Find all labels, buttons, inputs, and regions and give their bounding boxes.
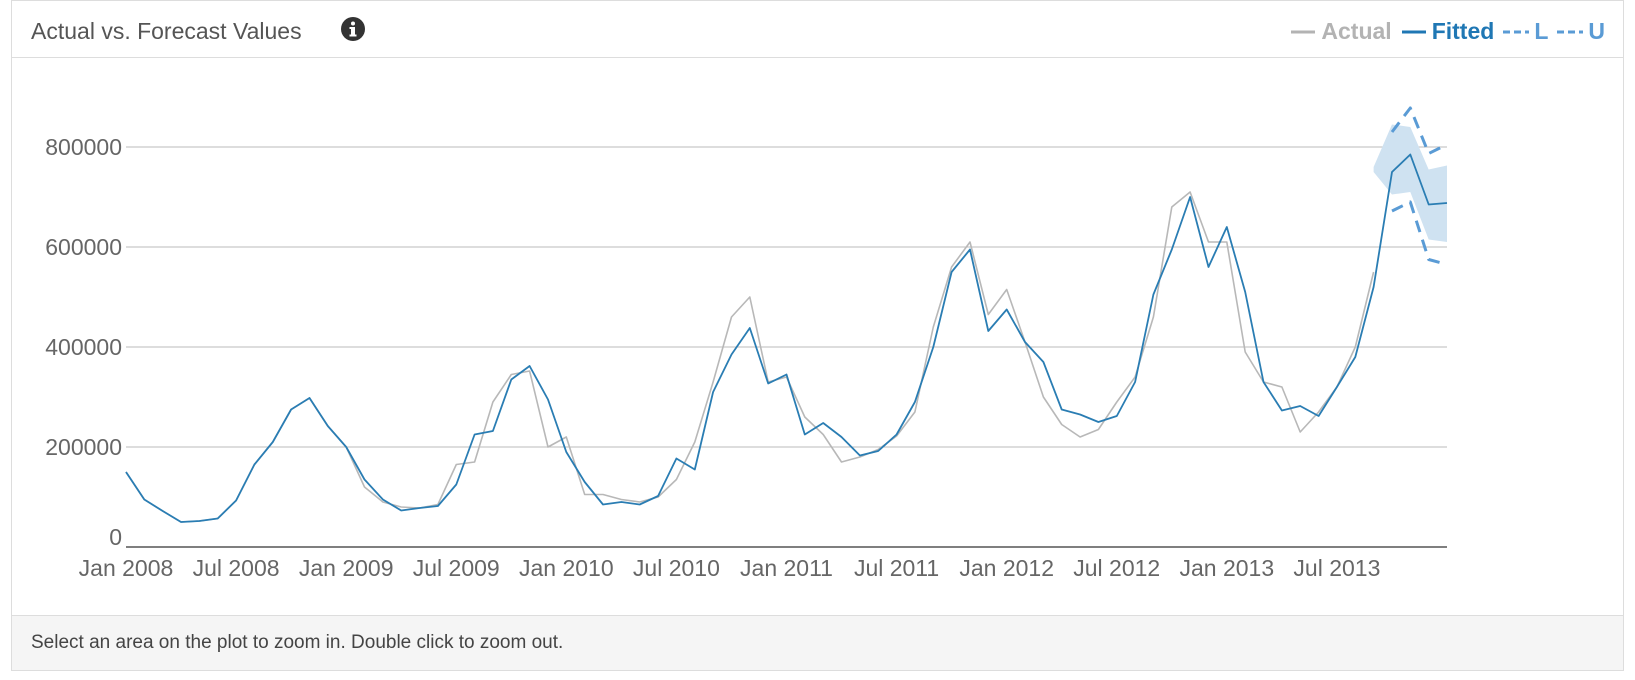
x-tick-label: Jul 2010 bbox=[633, 555, 720, 581]
legend-item-actual[interactable]: Actual bbox=[1289, 18, 1392, 45]
forecast-chart[interactable]: 0 200000 400000 600000 800000 Jan 2008 Jul 200… bbox=[12, 1, 1623, 613]
panel-footer: Select an area on the plot to zoom in. D… bbox=[12, 615, 1623, 670]
x-tick-label: Jan 2008 bbox=[79, 555, 174, 581]
x-tick-label: Jul 2009 bbox=[413, 555, 500, 581]
legend-label-l: L bbox=[1534, 18, 1549, 44]
x-tick-label: Jan 2010 bbox=[519, 555, 614, 581]
legend-item-u[interactable]: U bbox=[1556, 18, 1605, 45]
x-tick-label: Jan 2009 bbox=[299, 555, 394, 581]
legend-swatch-u bbox=[1557, 30, 1584, 33]
x-tick-label: Jan 2011 bbox=[740, 555, 833, 581]
y-tick-label: 0 bbox=[109, 524, 122, 550]
x-tick-label: Jan 2012 bbox=[959, 555, 1054, 581]
legend-label-actual: Actual bbox=[1321, 18, 1392, 44]
fitted-series-line bbox=[125, 153, 1448, 523]
panel-header: Actual vs. Forecast Values Actual Fitted… bbox=[12, 1, 1623, 58]
x-tick-label: Jul 2013 bbox=[1293, 555, 1380, 581]
info-circle-icon[interactable] bbox=[340, 16, 366, 42]
y-tick-label: 400000 bbox=[45, 334, 122, 360]
legend-item-fitted[interactable]: Fitted bbox=[1400, 18, 1495, 45]
y-tick-label: 800000 bbox=[45, 134, 122, 160]
legend-swatch-l bbox=[1503, 30, 1530, 33]
panel-title: Actual vs. Forecast Values bbox=[31, 18, 302, 44]
zoom-hint-text: Select an area on the plot to zoom in. D… bbox=[31, 632, 564, 653]
actual-series-line bbox=[125, 191, 1375, 523]
x-tick-label: Jul 2012 bbox=[1073, 555, 1160, 581]
legend-swatch-fitted bbox=[1401, 30, 1426, 33]
y-tick-label: 600000 bbox=[45, 234, 122, 260]
y-tick-label: 200000 bbox=[45, 434, 122, 460]
x-tick-label: Jul 2008 bbox=[193, 555, 280, 581]
x-tick-label: Jan 2013 bbox=[1180, 555, 1275, 581]
legend-item-l[interactable]: L bbox=[1502, 18, 1548, 45]
legend-swatch-actual bbox=[1291, 30, 1316, 33]
legend-label-fitted: Fitted bbox=[1431, 18, 1495, 44]
lower-bound-line bbox=[1391, 200, 1448, 266]
chart-legend: Actual Fitted L U bbox=[1281, 18, 1605, 45]
legend-label-u: U bbox=[1588, 18, 1605, 44]
chart-panel: Actual vs. Forecast Values Actual Fitted… bbox=[11, 0, 1624, 671]
confidence-band bbox=[1373, 124, 1447, 242]
upper-bound-line bbox=[1390, 106, 1448, 155]
x-tick-label: Jul 2011 bbox=[854, 555, 939, 581]
